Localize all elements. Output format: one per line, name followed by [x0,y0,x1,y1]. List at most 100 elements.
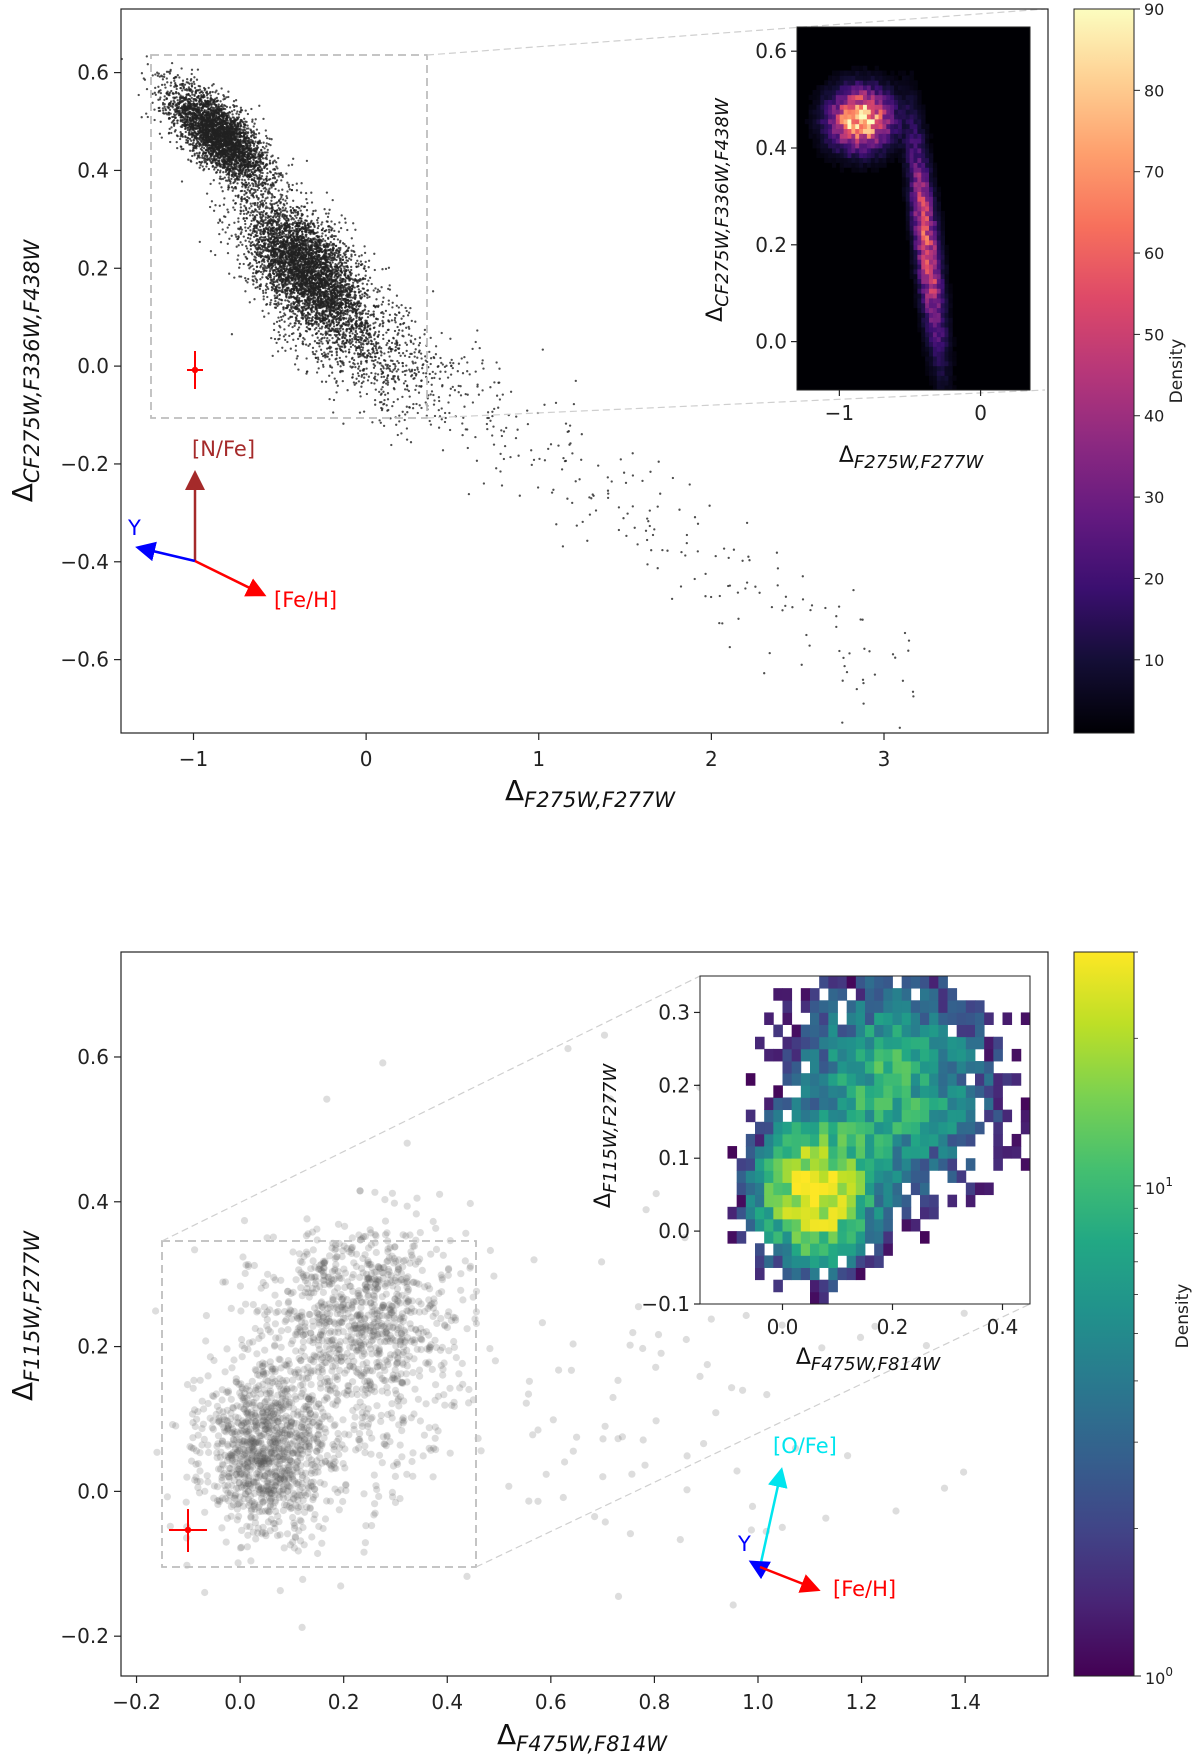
top-scatter-point [254,133,258,136]
top-scatter-point [153,108,156,111]
top-scatter-point [254,118,257,121]
top-scatter-point [263,151,266,154]
top-scatter-point [170,126,173,129]
top-scatter-point [188,132,191,135]
top-scatter-point [288,188,291,191]
top-scatter-point [310,317,314,320]
top-scatter-point [167,92,171,95]
top-scatter-point [220,140,223,143]
top-scatter-point [244,279,248,282]
top-scatter-point [173,101,176,104]
top-scatter-point [227,90,230,93]
top-scatter-point [238,159,242,163]
top-scatter-point [211,84,214,87]
top-scatter-point [253,122,256,125]
top-scatter-point [171,115,174,119]
top-scatter-point [224,152,227,156]
top-scatter-point [247,168,251,172]
top-scatter-point [246,183,249,186]
top-scatter-point [232,181,235,185]
top-scatter-point [222,98,225,101]
top-scatter-point [220,186,223,189]
top-scatter-point [252,144,256,147]
top-scatter-point [264,202,268,205]
top-scatter-point [267,312,270,315]
top-scatter-point [238,133,241,136]
top-scatter-point [176,119,179,122]
top-scatter-point [273,167,276,171]
top-scatter-point [214,125,217,128]
top-scatter-point [229,136,232,139]
top-scatter-point [254,184,258,188]
top-scatter-point [234,194,237,198]
top-scatter-point [277,172,281,175]
top-scatter-point [220,163,224,166]
top-scatter-point [192,138,195,141]
top-scatter-point [315,323,318,326]
top-scatter-point [354,253,357,257]
top-scatter-point [199,139,202,142]
top-scatter-point [254,286,257,290]
top-scatter-point [244,109,247,112]
top-scatter-point [212,179,215,182]
top-scatter-point [168,127,171,131]
top-scatter-point [357,262,360,265]
top-scatter-point [243,117,246,120]
top-scatter-point [275,161,278,164]
top-scatter-point [191,93,194,96]
top-scatter-point [254,160,257,163]
top-scatter-point [246,156,249,159]
top-scatter-point [241,185,244,188]
top-scatter-point [180,67,183,70]
top-scatter-point [194,91,197,94]
top-scatter-point [215,171,218,174]
top-scatter-point [190,78,193,81]
top-scatter-point [255,239,258,242]
top-scatter-point [243,151,246,154]
top-scatter-point [178,98,182,101]
top-scatter-point [252,188,255,191]
top-scatter-point [266,148,269,152]
top-scatter-point [198,88,202,91]
top-scatter-point [242,144,245,148]
top-scatter-point [277,156,280,160]
top-scatter-point [210,200,214,203]
top-scatter-point [211,125,214,129]
top-scatter-point [206,118,210,122]
top-scatter-point [221,151,225,154]
top-scatter-point [252,130,255,133]
top-scatter-point [179,119,183,122]
top-scatter-point [236,182,239,185]
top-scatter-point [196,154,200,157]
top-scatter-point [172,113,176,116]
top-scatter-point [217,92,220,96]
top-scatter-point [254,202,257,205]
top-scatter-point [168,72,172,75]
top-scatter-point [234,134,238,138]
top-scatter-point [257,186,261,190]
top-scatter-point [253,176,256,180]
top-scatter-point [193,82,196,86]
top-scatter-point [257,132,261,135]
top-scatter-point [234,121,237,124]
top-scatter-point [219,175,222,178]
top-scatter-point [182,109,185,112]
top-scatter-point [276,204,280,207]
top-scatter-point [257,180,261,183]
top-scatter-point [249,164,252,167]
top-scatter-point [357,273,360,276]
top-scatter-point [252,142,255,145]
top-scatter-point [242,133,246,136]
top-scatter-point [173,79,176,83]
top-scatter-point [266,183,270,186]
top-scatter-point [220,112,223,115]
top-scatter-point [165,77,168,80]
top-scatter-point [211,152,214,155]
top-scatter-point [274,299,277,303]
top-scatter-point [197,110,200,113]
top-scatter-point [247,182,250,185]
top-scatter-point [285,195,288,198]
top-scatter-point [251,140,254,143]
top-scatter-point [175,96,178,99]
top-scatter-point [236,258,239,261]
